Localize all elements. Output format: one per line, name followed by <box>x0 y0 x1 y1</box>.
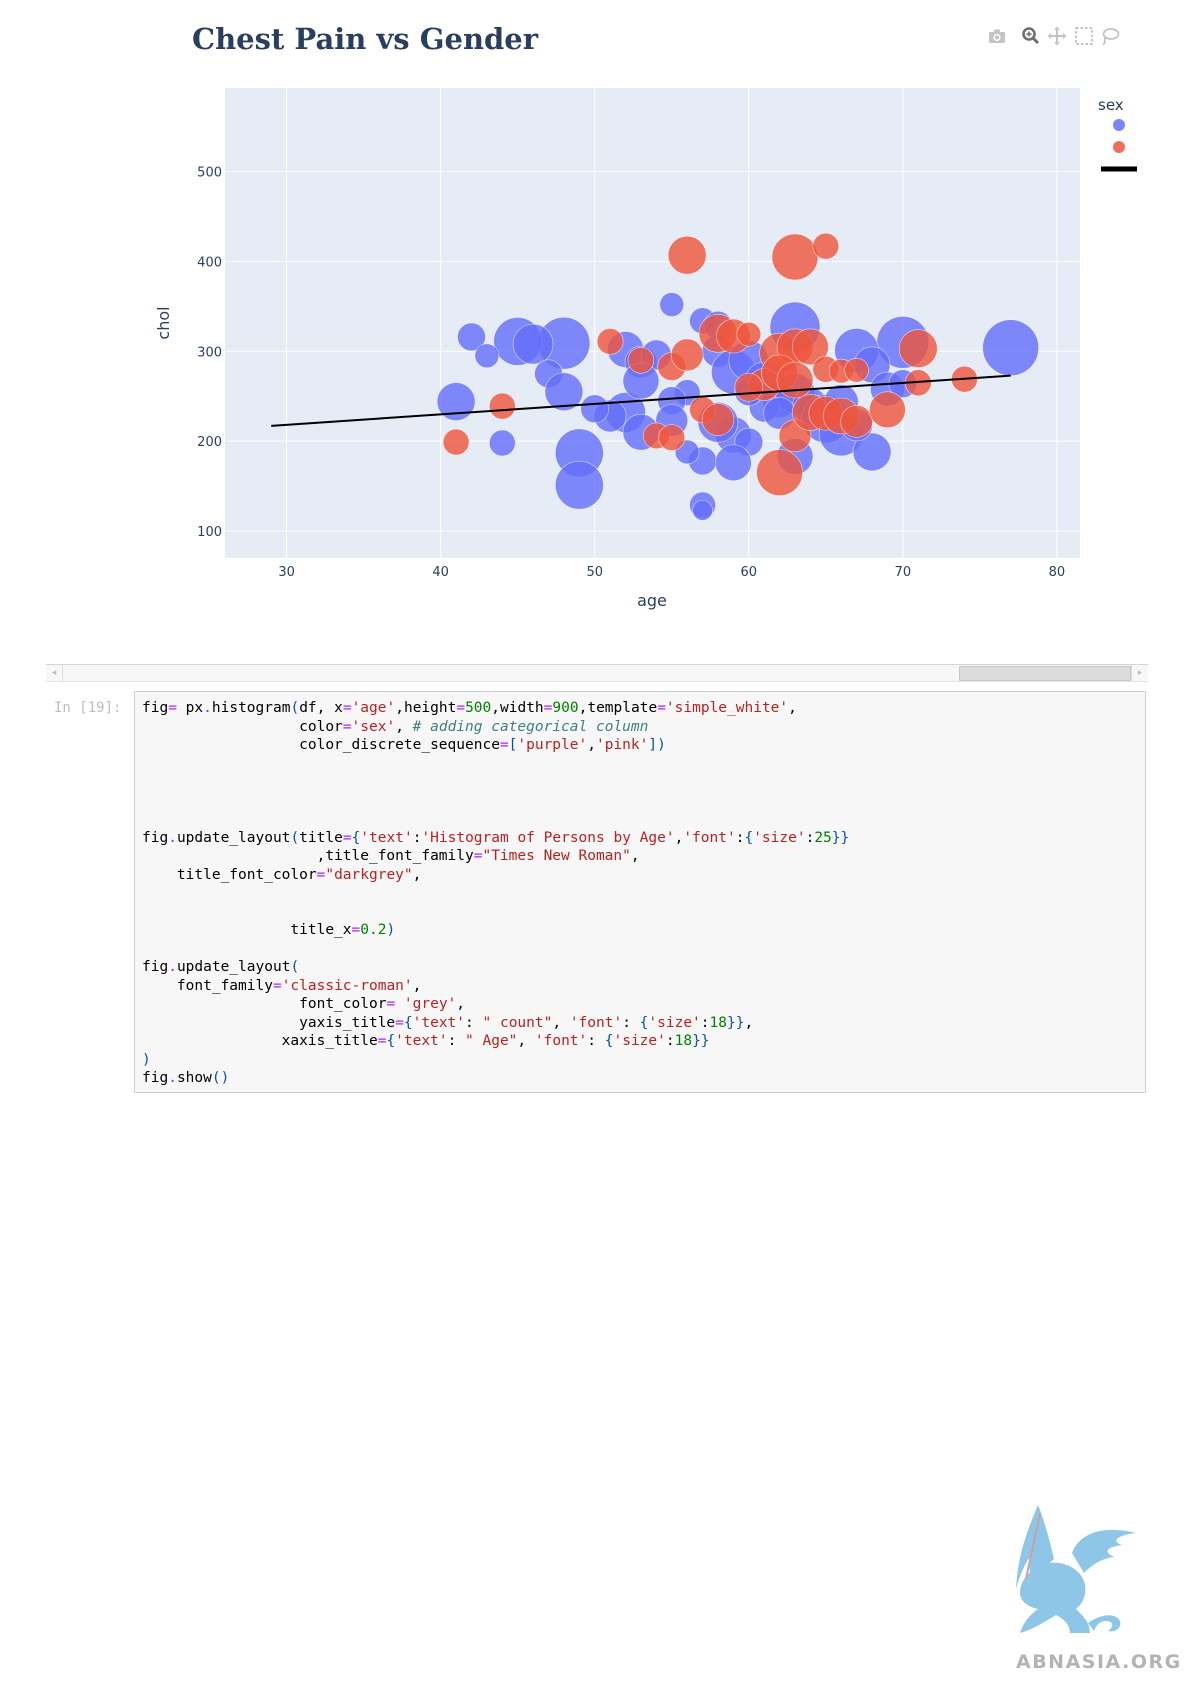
code-content[interactable]: fig= px.histogram(df, x='age',height=500… <box>142 700 850 1086</box>
scatter-point[interactable] <box>555 460 604 510</box>
x-tick-label: 30 <box>278 565 295 580</box>
scatter-point[interactable] <box>792 328 829 366</box>
scatter-point[interactable] <box>771 233 819 281</box>
y-tick-label: 100 <box>197 525 222 540</box>
scrollbar-thumb[interactable] <box>959 666 1131 681</box>
scatter-point[interactable] <box>692 500 713 521</box>
legend-title: sex <box>1098 96 1124 114</box>
scatter-point[interactable] <box>844 357 869 383</box>
y-axis-title: chol <box>154 306 173 339</box>
y-tick-label: 500 <box>197 166 222 181</box>
scatter-point[interactable] <box>869 391 906 429</box>
pan-icon[interactable] <box>1045 24 1069 48</box>
axis-tick-labels: 30 40 50 60 70 80 100 200 300 400 500 <box>197 166 1065 580</box>
cell-prompt: In [19]: <box>54 700 122 716</box>
scatter-point[interactable] <box>898 329 938 368</box>
scatter-point[interactable] <box>544 372 584 412</box>
zoom-icon[interactable] <box>1019 24 1043 48</box>
scatter-point[interactable] <box>488 392 516 420</box>
scatter-point[interactable] <box>840 405 873 438</box>
scatter-point[interactable] <box>667 235 707 275</box>
scatter-point[interactable] <box>658 424 686 451</box>
trend-line[interactable] <box>271 374 1011 427</box>
scatter-point[interactable] <box>734 372 764 402</box>
legend-item-red[interactable] <box>1113 141 1125 153</box>
scatter-point[interactable] <box>756 449 803 496</box>
camera-icon[interactable] <box>985 24 1009 48</box>
scatter-point[interactable] <box>474 343 500 369</box>
scatter-point[interactable] <box>659 292 685 317</box>
scatter-point[interactable] <box>736 321 762 347</box>
scatter-point[interactable] <box>457 322 486 352</box>
x-tick-label: 70 <box>895 565 912 580</box>
scatter-point[interactable] <box>670 338 704 372</box>
scatter-point[interactable] <box>701 403 735 436</box>
x-tick-label: 50 <box>586 565 603 580</box>
griffin-logo <box>1016 1505 1136 1633</box>
y-tick-label: 300 <box>197 345 222 360</box>
scatter-point[interactable] <box>580 394 610 424</box>
scatter-point[interactable] <box>812 232 840 260</box>
scatter-point[interactable] <box>852 432 892 472</box>
code-cell[interactable]: fig= px.histogram(df, x='age',height=500… <box>134 691 1146 1093</box>
x-axis-title: age <box>637 591 667 610</box>
scatter-point[interactable] <box>715 444 752 482</box>
scatter-point[interactable] <box>776 361 814 399</box>
site-watermark: ABNASIA.ORG <box>1016 1651 1182 1673</box>
chart-title: Chest Pain vs Gender <box>192 22 539 56</box>
scatter-point[interactable] <box>627 346 655 374</box>
scroll-right-arrow-icon[interactable]: ▸ <box>1131 665 1148 681</box>
x-tick-label: 60 <box>741 565 758 580</box>
scatter-point[interactable] <box>488 429 516 457</box>
box-select-icon[interactable] <box>1072 24 1096 48</box>
x-tick-label: 80 <box>1049 565 1066 580</box>
legend: sex <box>1098 96 1137 172</box>
plot-area[interactable] <box>225 88 1080 558</box>
legend-item-blue[interactable] <box>1113 119 1125 131</box>
scroll-left-arrow-icon[interactable]: ◂ <box>46 665 63 681</box>
scatter-point[interactable] <box>436 382 476 421</box>
horizontal-scrollbar[interactable]: ◂ ▸ <box>46 664 1148 682</box>
y-tick-label: 400 <box>197 255 222 270</box>
x-tick-label: 40 <box>432 565 449 580</box>
y-tick-label: 200 <box>197 435 222 450</box>
trend-line-group <box>271 374 1011 427</box>
scatter-point[interactable] <box>512 323 554 365</box>
scatter-point[interactable] <box>442 428 470 456</box>
lasso-icon[interactable] <box>1098 24 1122 48</box>
scatter-point[interactable] <box>596 328 624 355</box>
scatter-plot[interactable]: 30 40 50 60 70 80 100 200 300 400 500 age chol sex <box>0 0 1190 650</box>
scatter-point[interactable] <box>982 319 1039 377</box>
